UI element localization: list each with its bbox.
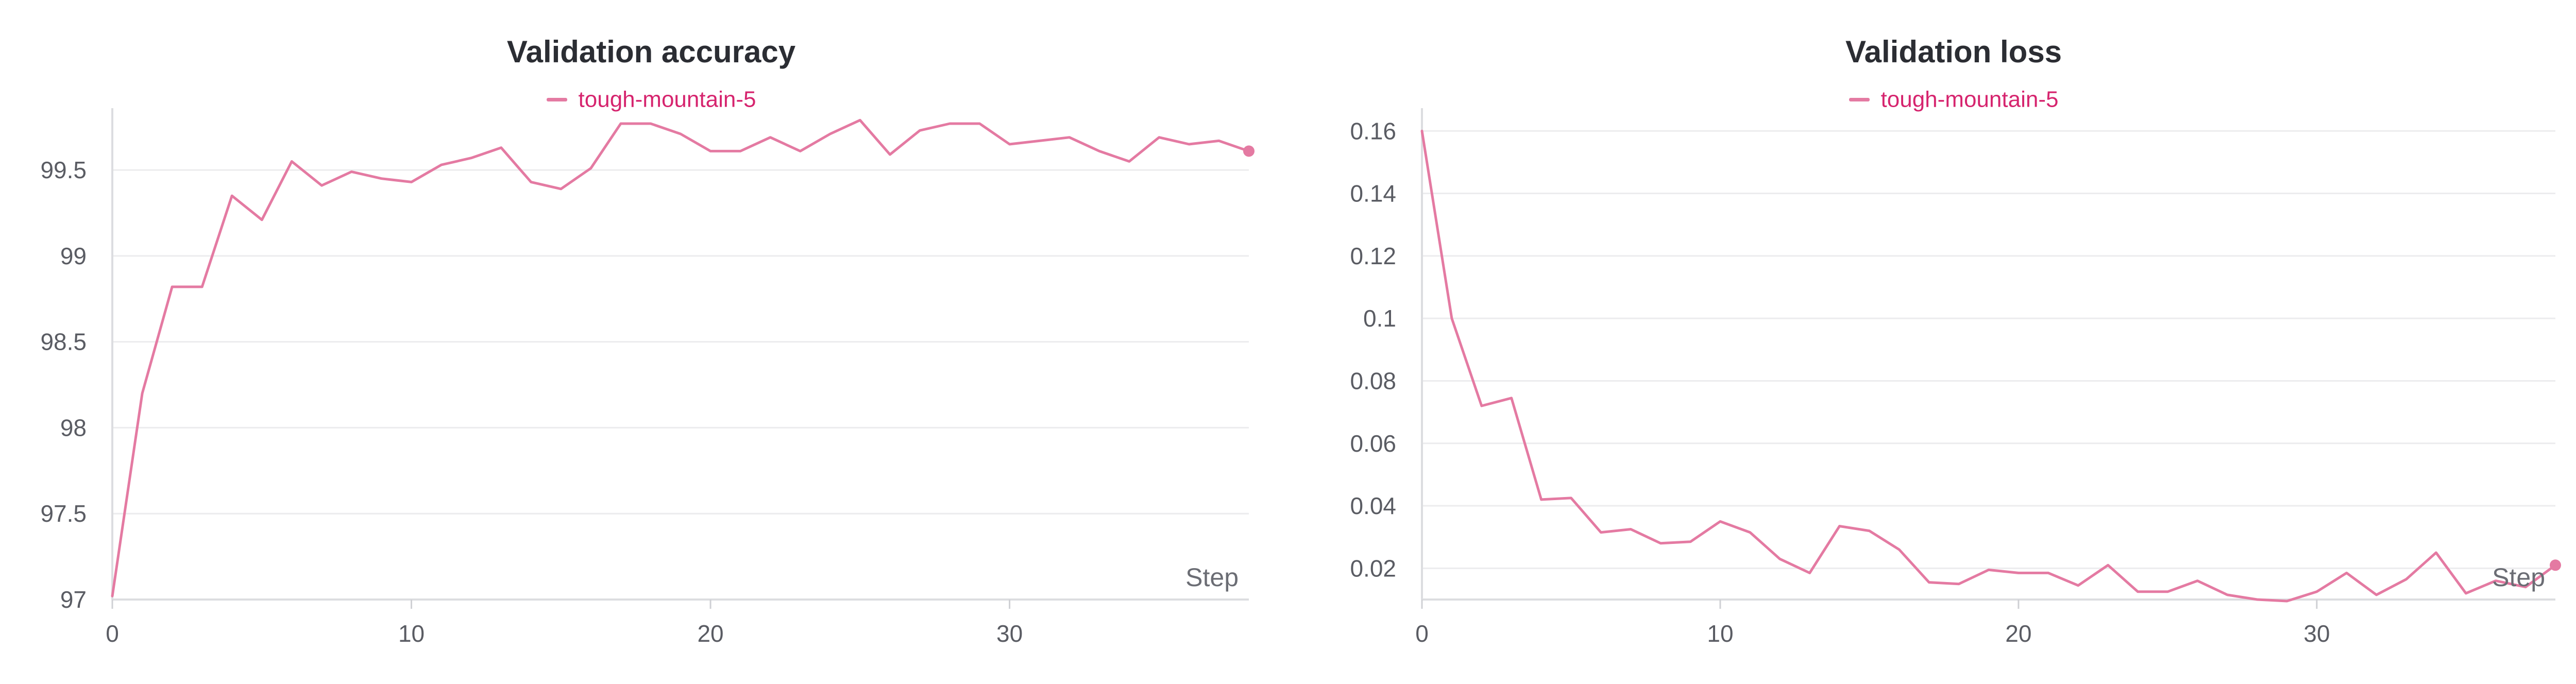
legend[interactable]: tough-mountain-5 — [1302, 86, 2576, 112]
y-tick-label: 98.5 — [40, 329, 87, 355]
x-axis-label: Step — [1185, 563, 1239, 592]
y-tick-label: 0.08 — [1350, 367, 1396, 394]
series-end-point — [2550, 559, 2561, 571]
validation-loss-plot[interactable]: 0.02 0.04 0.06 0.08 0.1 0.12 0.14 0.16 0 10 20 30 St… — [1302, 0, 2576, 684]
y-tick-label: 0.02 — [1350, 555, 1396, 582]
legend-swatch — [1849, 97, 1870, 101]
series-end-point — [1243, 145, 1255, 157]
y-tick-label: 0.04 — [1350, 492, 1396, 519]
x-tick-label: 30 — [2303, 620, 2330, 647]
x-tick-label: 0 — [106, 620, 119, 647]
chart-title: Validation accuracy — [506, 35, 796, 69]
validation-accuracy-panel: Validation accuracy tough-mountain-5 97 9… — [0, 0, 1302, 684]
legend-series-name: tough-mountain-5 — [1880, 87, 2059, 112]
legend-series-name: tough-mountain-5 — [578, 87, 756, 112]
y-tick-label: 97.5 — [40, 500, 87, 527]
y-tick-label: 0.06 — [1350, 430, 1396, 457]
x-tick-label: 10 — [398, 620, 425, 647]
series-line[interactable] — [111, 118, 1250, 597]
validation-accuracy-plot[interactable]: 97 97.5 98 98.5 99 99.5 0 10 20 30 Step — [0, 0, 1302, 684]
chart-title: Validation loss — [1845, 35, 2062, 69]
legend-swatch — [546, 97, 567, 101]
y-tick-label: 97 — [60, 586, 87, 613]
x-tick-label: 10 — [1707, 620, 1733, 647]
x-tick-label: 20 — [697, 620, 723, 647]
y-tick-label: 99.5 — [40, 157, 87, 183]
y-tick-label: 0.12 — [1350, 243, 1396, 269]
y-tick-label: 0.14 — [1350, 180, 1396, 207]
x-tick-label: 30 — [996, 620, 1023, 647]
x-tick-label: 0 — [1415, 620, 1429, 647]
y-tick-label: 0.1 — [1363, 305, 1396, 332]
y-tick-label: 98 — [60, 414, 87, 441]
y-tick-label: 99 — [60, 243, 87, 269]
y-tick-label: 0.16 — [1350, 117, 1396, 144]
legend[interactable]: tough-mountain-5 — [0, 86, 1302, 112]
x-axis-label: Step — [2492, 563, 2545, 592]
x-tick-label: 20 — [2005, 620, 2031, 647]
validation-loss-panel: Validation loss tough-mountain-5 0.02 0.0… — [1302, 0, 2576, 684]
series-line[interactable] — [1420, 129, 2557, 603]
